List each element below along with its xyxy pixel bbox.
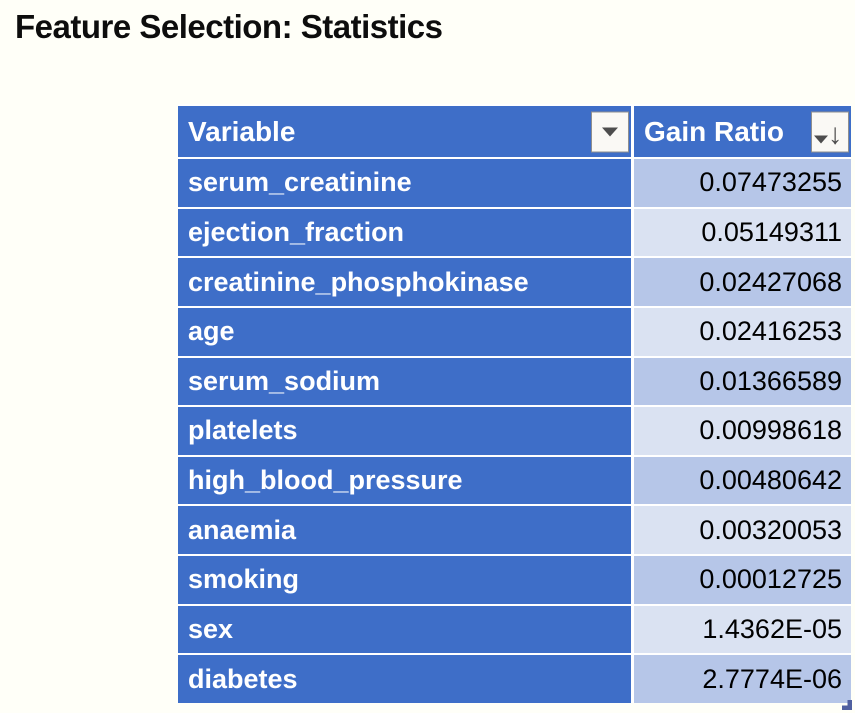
variable-cell[interactable]: smoking [178,556,631,604]
gain-ratio-cell[interactable]: 0.00998618 [634,407,851,455]
gain-ratio-cell[interactable]: 0.00320053 [634,506,851,555]
variable-cell[interactable]: anaemia [178,506,631,555]
variable-cell[interactable]: sex [178,605,631,654]
gain-ratio-cell[interactable]: 0.01366589 [634,357,851,406]
variable-filter-button[interactable] [591,111,629,152]
filter-dropdown-icon [814,135,828,143]
gain-ratio-cell[interactable]: 0.02416253 [634,307,851,356]
variable-cell[interactable]: age [178,307,631,356]
variable-cell[interactable]: high_blood_pressure [178,456,631,505]
feature-selection-table: Variable Gain Ratio ↓ serum_creatinine 0.… [178,104,851,703]
filter-dropdown-icon [602,127,618,136]
gain-ratio-cell[interactable]: 0.00480642 [634,456,851,505]
variable-header-label: Variable [188,115,296,147]
page-title: Feature Selection: Statistics [15,8,443,45]
gain-ratio-header-label: Gain Ratio [644,115,785,147]
gain-ratio-cell[interactable]: 1.4362E-05 [634,605,851,654]
gain-ratio-cell[interactable]: 2.7774E-06 [634,655,851,703]
gain-ratio-cell[interactable]: 0.05149311 [634,208,851,257]
variable-cell[interactable]: platelets [178,407,631,455]
column-header-variable[interactable]: Variable [178,106,631,157]
gain-ratio-cell[interactable]: 0.07473255 [634,159,851,207]
variable-cell[interactable]: serum_sodium [178,357,631,406]
variable-cell[interactable]: serum_creatinine [178,159,631,207]
gain-ratio-filter-button[interactable]: ↓ [811,111,849,152]
variable-cell[interactable]: ejection_fraction [178,208,631,257]
variable-cell[interactable]: diabetes [178,655,631,703]
gain-ratio-cell[interactable]: 0.00012725 [634,556,851,604]
sort-descending-icon: ↓ [828,118,843,150]
variable-cell[interactable]: creatinine_phosphokinase [178,258,631,306]
column-header-gain-ratio[interactable]: Gain Ratio ↓ [634,106,851,157]
gain-ratio-cell[interactable]: 0.02427068 [634,258,851,306]
